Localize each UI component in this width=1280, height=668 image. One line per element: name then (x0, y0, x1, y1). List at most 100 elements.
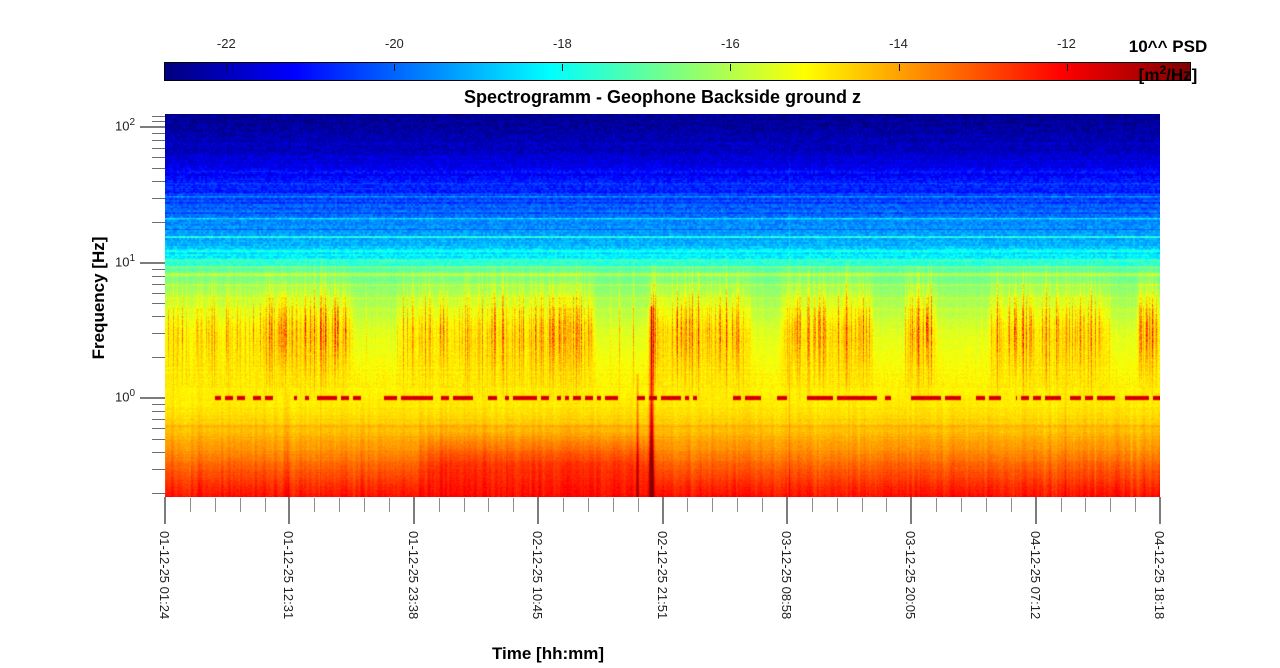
colorbar-tick (226, 64, 228, 71)
x-minor-tick (314, 498, 316, 512)
x-tick-label: 03-12-25 20:05 (903, 531, 919, 620)
x-major-tick (785, 497, 788, 524)
y-minor-tick (152, 303, 165, 305)
y-minor-tick (152, 451, 165, 453)
x-minor-tick (961, 498, 962, 512)
y-minor-tick (152, 121, 165, 123)
spectrogram-heatmap (165, 114, 1160, 497)
y-minor-tick (152, 357, 165, 359)
x-tick-label: 04-12-25 07:12 (1027, 531, 1043, 620)
colorbar-unit-line2: [m2/Hz] (1138, 62, 1198, 85)
y-minor-tick (152, 275, 165, 277)
y-minor-tick (152, 157, 165, 159)
y-major-tick (140, 397, 165, 399)
x-minor-tick (239, 498, 241, 512)
x-minor-tick (737, 498, 739, 512)
colorbar-tick-label: -18 (552, 36, 572, 51)
y-major-tick (140, 261, 165, 264)
x-major-tick (537, 497, 540, 524)
x-minor-tick (488, 498, 490, 512)
colorbar-unit-line1: 10^^ PSD (1128, 37, 1208, 56)
chart-title: Spectrogramm - Geophone Backside ground … (463, 87, 862, 107)
x-tick-label: 02-12-25 21:51 (654, 531, 670, 620)
y-minor-tick (152, 283, 165, 285)
x-major-tick (412, 497, 415, 524)
x-major-tick (288, 497, 291, 524)
x-tick-label: 01-12-25 01:24 (157, 531, 172, 620)
x-minor-tick (811, 498, 813, 512)
x-minor-tick (936, 498, 938, 512)
y-tick-label: 100 (114, 388, 135, 405)
colorbar-tick-label: -12 (1057, 36, 1076, 51)
y-tick-label: 102 (114, 117, 135, 134)
x-minor-tick (612, 498, 614, 512)
x-axis-label: Time [hh:mm] (491, 644, 605, 663)
x-minor-tick (1110, 498, 1112, 512)
y-minor-tick (152, 167, 165, 169)
x-tick-label: 04-12-25 18:18 (1152, 531, 1167, 620)
x-major-tick (661, 497, 664, 524)
x-minor-tick (189, 498, 191, 512)
x-minor-tick (463, 498, 465, 512)
x-minor-tick (1085, 498, 1087, 512)
x-minor-tick (563, 498, 564, 512)
x-tick-label: 01-12-25 23:38 (405, 531, 421, 620)
x-major-tick (910, 497, 913, 524)
x-minor-tick (836, 498, 838, 512)
x-minor-tick (587, 498, 589, 512)
y-minor-tick (152, 468, 165, 470)
y-minor-tick (152, 419, 165, 420)
y-minor-tick (152, 292, 165, 294)
y-minor-tick (152, 148, 165, 149)
y-minor-tick (152, 197, 165, 199)
y-minor-tick (152, 404, 165, 406)
y-minor-tick (152, 268, 165, 270)
x-major-tick (1034, 497, 1037, 524)
x-minor-tick (264, 498, 266, 512)
x-minor-tick (513, 498, 515, 512)
x-minor-tick (364, 498, 365, 512)
x-minor-tick (388, 498, 390, 512)
x-tick-label: 02-12-25 10:45 (530, 531, 546, 620)
y-minor-tick (152, 116, 165, 118)
colorbar-unit-label: 10^^ PSD [m2/Hz] (1129, 36, 1207, 87)
x-minor-tick (1060, 498, 1062, 512)
y-tick-label: 101 (114, 252, 135, 269)
colorbar-tick-label: -20 (384, 36, 404, 51)
colorbar-tick (562, 64, 564, 71)
colorbar-tick (1066, 64, 1068, 71)
colorbar-tick (394, 64, 396, 71)
x-tick-label: 01-12-25 12:31 (281, 531, 297, 620)
y-minor-tick (152, 221, 165, 223)
colorbar-tick-label: -22 (216, 36, 236, 51)
x-major-tick (164, 497, 166, 524)
y-major-tick (140, 126, 165, 128)
x-minor-tick (1010, 498, 1012, 512)
x-minor-tick (637, 498, 639, 512)
x-minor-tick (985, 498, 987, 512)
y-minor-tick (152, 133, 165, 135)
y-minor-tick (152, 316, 165, 318)
y-minor-tick (152, 180, 165, 182)
x-minor-tick (886, 498, 888, 512)
x-minor-tick (1135, 498, 1137, 512)
y-minor-tick (152, 333, 165, 335)
colorbar-tick-label: -16 (720, 36, 740, 51)
x-minor-tick (438, 498, 440, 512)
x-major-tick (1159, 497, 1161, 524)
y-minor-tick (152, 428, 165, 430)
y-minor-tick (152, 438, 165, 440)
colorbar-gradient (164, 62, 1191, 81)
x-minor-tick (712, 498, 714, 512)
x-minor-tick (687, 498, 689, 512)
y-minor-tick (152, 492, 165, 494)
y-minor-tick (152, 140, 165, 142)
colorbar-tick-label: -14 (889, 36, 908, 51)
y-minor-tick (152, 411, 165, 413)
colorbar-tick (730, 64, 732, 71)
x-minor-tick (339, 498, 341, 512)
x-tick-label: 03-12-25 08:58 (778, 531, 794, 620)
x-minor-tick (762, 498, 763, 512)
x-minor-tick (861, 498, 863, 512)
